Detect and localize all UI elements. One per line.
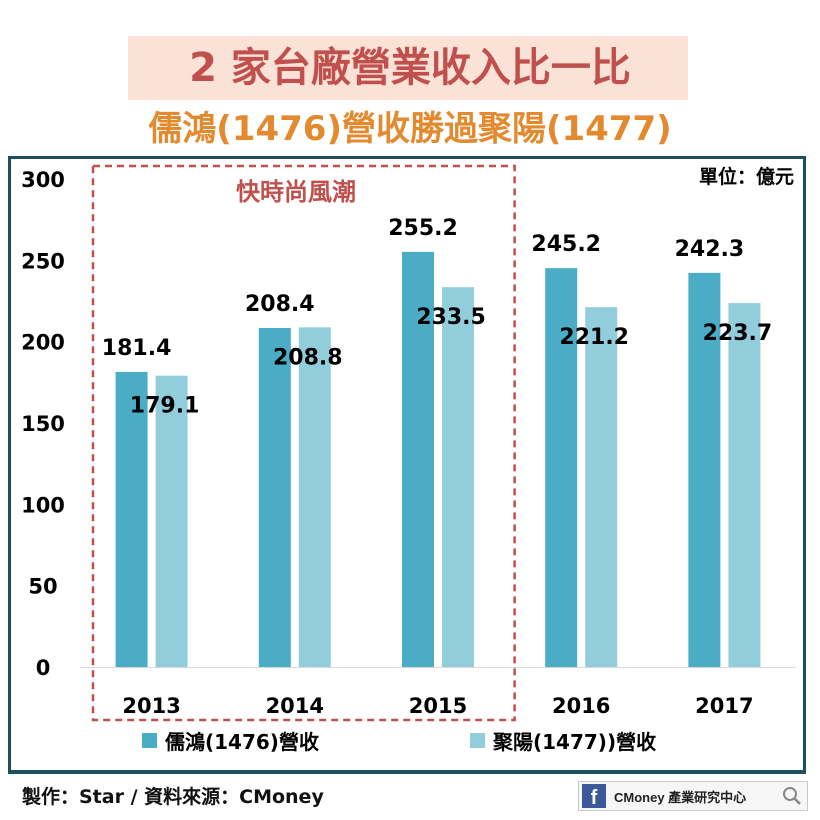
data-label: 242.3 <box>675 237 745 262</box>
credit-text: 製作：Star / 資料來源：CMoney <box>22 786 324 808</box>
legend-swatch <box>142 733 157 748</box>
highlight-box <box>91 164 516 722</box>
data-label: 245.2 <box>531 232 601 257</box>
y-tick-label: 0 <box>36 656 51 680</box>
unit-label: 單位：億元 <box>698 166 794 188</box>
brand-badge[interactable]: f CMoney 產業研究中心 <box>578 781 808 811</box>
bar-series-1 <box>258 328 291 667</box>
data-label: 208.8 <box>273 345 343 370</box>
bar-series-2 <box>442 287 474 667</box>
y-tick-label: 50 <box>28 575 57 599</box>
bar-series-2 <box>155 375 188 667</box>
data-label: 255.2 <box>388 216 458 241</box>
highlight-label: 快時尚風潮 <box>236 178 356 206</box>
chart-frame <box>8 156 806 774</box>
data-label: 208.4 <box>245 292 315 317</box>
y-tick-label: 300 <box>21 168 65 192</box>
bar-series-1 <box>115 371 148 667</box>
brand-name: CMoney 產業研究中心 <box>614 789 747 805</box>
y-tick-label: 150 <box>21 412 65 436</box>
legend-label: 聚陽(1477))營收 <box>492 730 656 754</box>
x-tick-label: 2014 <box>266 694 324 718</box>
x-tick-label: 2016 <box>552 694 610 718</box>
bar-series-2 <box>585 307 618 667</box>
search-icon[interactable] <box>781 785 803 807</box>
bar-series-1 <box>688 272 721 667</box>
y-tick-label: 250 <box>21 249 65 273</box>
data-label: 233.5 <box>416 305 486 330</box>
data-label: 223.7 <box>703 321 773 346</box>
page-title: 2 家台廠營業收入比一比 <box>189 45 631 91</box>
bar-series-2 <box>728 303 761 667</box>
bar-series-2 <box>298 327 331 667</box>
data-label: 221.2 <box>559 325 629 350</box>
bar-series-1 <box>545 268 578 667</box>
legend-swatch <box>470 733 485 748</box>
data-label: 181.4 <box>102 336 172 361</box>
x-tick-label: 2015 <box>409 694 467 718</box>
data-label: 179.1 <box>130 394 200 419</box>
x-tick-label: 2013 <box>122 694 180 718</box>
legend-label: 儒鴻(1476)營收 <box>165 730 319 754</box>
facebook-icon: f <box>582 784 606 808</box>
y-tick-label: 200 <box>21 331 65 355</box>
bar-series-1 <box>402 251 434 667</box>
x-tick-label: 2017 <box>695 694 753 718</box>
title-highlight <box>128 36 688 100</box>
y-tick-label: 100 <box>21 493 65 517</box>
page-subtitle: 儒鴻(1476)營收勝過聚陽(1477) <box>148 109 672 149</box>
